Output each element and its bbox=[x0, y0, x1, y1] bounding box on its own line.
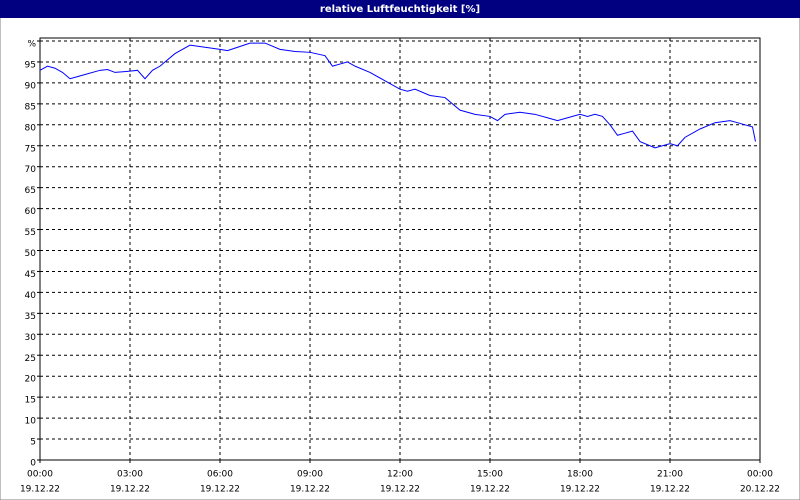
y-tick-label: 30 bbox=[25, 333, 37, 343]
title-bar bbox=[0, 0, 800, 18]
y-tick-label: % bbox=[27, 40, 36, 50]
chart-title: relative Luftfeuchtigkeit [%] bbox=[320, 4, 480, 15]
x-tick-label: 00:00 bbox=[27, 470, 53, 480]
y-tick-label: 0 bbox=[30, 459, 36, 469]
y-tick-label: 80 bbox=[25, 123, 37, 133]
x-tick-date: 19.12.22 bbox=[110, 485, 150, 495]
y-tick-label: 85 bbox=[25, 102, 36, 112]
y-tick-label: 45 bbox=[25, 270, 36, 280]
x-tick-label: 00:00 bbox=[747, 470, 773, 480]
x-tick-date: 19.12.22 bbox=[290, 485, 330, 495]
y-tick-label: 70 bbox=[25, 165, 37, 175]
y-tick-label: 5 bbox=[30, 438, 36, 448]
y-tick-label: 50 bbox=[25, 249, 37, 259]
x-tick-date: 20.12.22 bbox=[740, 485, 780, 495]
y-tick-label: 90 bbox=[25, 81, 37, 91]
x-tick-label: 21:00 bbox=[657, 470, 683, 480]
y-tick-label: 55 bbox=[25, 228, 36, 238]
x-tick-date: 19.12.22 bbox=[650, 485, 690, 495]
x-tick-date: 19.12.22 bbox=[470, 485, 510, 495]
x-tick-label: 03:00 bbox=[117, 470, 143, 480]
y-tick-label: 15 bbox=[25, 396, 36, 406]
x-tick-date: 19.12.22 bbox=[20, 485, 60, 495]
x-tick-label: 18:00 bbox=[567, 470, 593, 480]
x-tick-date: 19.12.22 bbox=[380, 485, 420, 495]
x-tick-label: 09:00 bbox=[297, 470, 323, 480]
y-tick-label: 20 bbox=[25, 375, 37, 385]
x-tick-date: 19.12.22 bbox=[560, 485, 600, 495]
x-tick-label: 15:00 bbox=[477, 470, 503, 480]
y-tick-label: 95 bbox=[25, 60, 36, 70]
y-tick-label: 75 bbox=[25, 144, 36, 154]
y-tick-label: 35 bbox=[25, 312, 36, 322]
y-tick-label: 10 bbox=[25, 417, 37, 427]
x-tick-label: 06:00 bbox=[207, 470, 233, 480]
y-tick-label: 65 bbox=[25, 186, 36, 196]
x-tick-label: 12:00 bbox=[387, 470, 413, 480]
y-tick-label: 40 bbox=[25, 291, 37, 301]
x-tick-date: 19.12.22 bbox=[200, 485, 240, 495]
y-tick-label: 60 bbox=[25, 207, 37, 217]
data-line bbox=[39, 42, 756, 149]
y-tick-label: 25 bbox=[25, 354, 36, 364]
